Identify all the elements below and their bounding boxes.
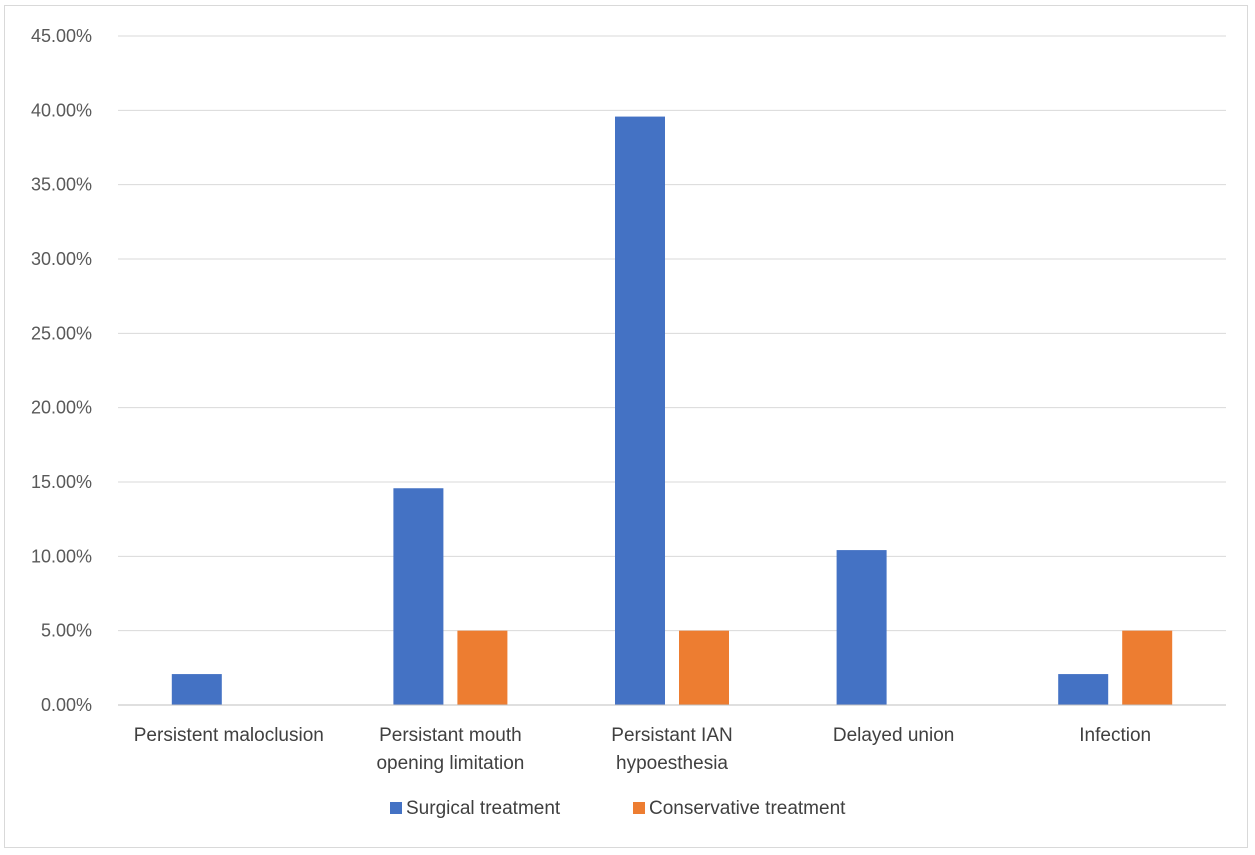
y-tick-label: 10.00% (31, 546, 92, 566)
y-axis-tick-labels: 0.00% 5.00% 10.00% 15.00% 20.00% 25.00% 30.00%… (31, 26, 92, 715)
y-tick-label: 35.00% (31, 175, 92, 195)
x-tick-label: Persistent maloclusion (134, 725, 324, 746)
y-tick-label: 40.00% (31, 100, 92, 120)
bar (836, 550, 887, 705)
y-tick-label: 15.00% (31, 472, 92, 492)
bar (1122, 630, 1173, 705)
bar (679, 630, 729, 705)
legend: Surgical treatment Conservative treatment (390, 798, 846, 819)
legend-label: Conservative treatment (649, 798, 846, 819)
bar (615, 116, 665, 705)
bar (393, 488, 444, 705)
bar (1058, 674, 1109, 705)
y-tick-label: 0.00% (41, 695, 92, 715)
x-tick-label: Persistant mouth opening limitation (376, 725, 524, 774)
gridlines (118, 35, 1226, 632)
legend-swatch (390, 802, 402, 814)
y-tick-label: 30.00% (31, 249, 92, 269)
x-tick-label: Persistant IAN hypoesthesia (611, 725, 732, 774)
legend-label: Surgical treatment (406, 798, 561, 819)
x-tick-label: Infection (1079, 725, 1151, 746)
bar (171, 674, 222, 705)
x-tick-label: Delayed union (833, 725, 954, 746)
y-tick-label: 45.00% (31, 26, 92, 46)
y-tick-label: 25.00% (31, 323, 92, 343)
bar (457, 630, 508, 705)
bars (171, 116, 1173, 705)
y-tick-label: 20.00% (31, 398, 92, 418)
y-tick-label: 5.00% (41, 621, 92, 641)
x-axis-category-labels: Persistent maloclusion Persistant mouth op… (134, 725, 1151, 774)
legend-swatch (633, 802, 645, 814)
